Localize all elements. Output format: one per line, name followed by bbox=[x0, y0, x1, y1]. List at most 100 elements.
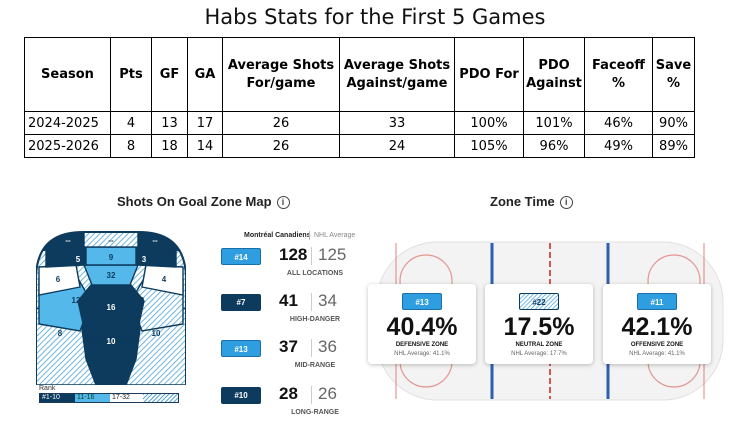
zone-high-slot bbox=[77, 284, 145, 338]
stat-average: 34 bbox=[318, 291, 337, 310]
table-cell: 49% bbox=[584, 134, 653, 158]
zone-label: 12 bbox=[72, 296, 81, 305]
stat-label: MID-RANGE bbox=[294, 362, 336, 369]
zone-label: 32 bbox=[107, 271, 116, 280]
stat-label: LONG-RANGE bbox=[291, 409, 339, 416]
rank-range: 17-32 bbox=[110, 394, 143, 402]
table-cell: 89% bbox=[652, 134, 695, 158]
rank-badge: #11 bbox=[637, 293, 677, 310]
stat-label: HIGH-DANGER bbox=[289, 316, 341, 323]
zone-label: 9 bbox=[109, 253, 114, 262]
zone-name: OFFENSIVE ZONE bbox=[630, 342, 684, 348]
table-cell: 26 bbox=[222, 134, 340, 158]
table-cell: 100% bbox=[454, 111, 524, 135]
col-header: Average Shots For/game bbox=[222, 37, 340, 112]
info-icon[interactable]: i bbox=[559, 196, 573, 209]
col-header: Save % bbox=[652, 37, 695, 112]
zone-label: 10 bbox=[152, 329, 161, 338]
table-cell: 105% bbox=[454, 134, 524, 158]
zone-label: 16 bbox=[107, 303, 116, 312]
rank-badge: #10 bbox=[221, 387, 261, 404]
table-cell: 90% bbox=[652, 111, 695, 135]
zone-percentage: 17.5% bbox=[503, 313, 575, 341]
table-cell: 14 bbox=[187, 134, 223, 158]
zone-card-neutral: #22 17.5% NEUTRAL ZONE NHL Average: 17.7… bbox=[485, 284, 593, 364]
table-cell: 33 bbox=[339, 111, 455, 135]
zone-crease bbox=[83, 232, 139, 248]
col-header: Season bbox=[24, 37, 111, 112]
table-header-row: Season Pts GF GA Average Shots For/game … bbox=[24, 37, 695, 112]
zone-name: NEUTRAL ZONE bbox=[515, 342, 563, 348]
rank-badge: #13 bbox=[402, 293, 442, 310]
zone-name: DEFENSIVE ZONE bbox=[395, 342, 449, 348]
stats-header-average: NHL Average bbox=[314, 232, 356, 239]
table-cell: 17 bbox=[187, 111, 223, 135]
zone-label: -- bbox=[152, 236, 158, 245]
zone-label: 9 bbox=[140, 296, 145, 305]
zone-label: 8 bbox=[58, 329, 63, 338]
table-cell: 101% bbox=[523, 111, 585, 135]
divider bbox=[309, 231, 310, 240]
rank-legend: Rank #1-10 11-16 17-32 bbox=[39, 385, 179, 403]
table-cell: 13 bbox=[151, 111, 188, 135]
table-cell: 24 bbox=[339, 134, 455, 158]
zone-percentage: 40.4% bbox=[386, 313, 458, 341]
rank-badge: #22 bbox=[519, 293, 559, 310]
rank-badge: #13 bbox=[221, 340, 261, 357]
info-icon[interactable]: i bbox=[276, 196, 290, 209]
zone-average: NHL Average: 41.1% bbox=[629, 351, 685, 357]
zone-label: 6 bbox=[56, 275, 61, 284]
rank-range: #1-10 bbox=[40, 394, 75, 402]
table-cell: 2025-2026 bbox=[24, 134, 111, 158]
zone-label: 3 bbox=[142, 255, 147, 264]
stat-row-all-locations: #14 128 125 ALL LOCATIONS bbox=[218, 245, 368, 288]
divider bbox=[311, 386, 312, 404]
col-header: PDO For bbox=[454, 37, 524, 112]
table-cell: 18 bbox=[151, 134, 188, 158]
zone-card-defensive: #13 40.4% DEFENSIVE ZONE NHL Average: 41… bbox=[368, 284, 476, 364]
rank-badge: #7 bbox=[221, 294, 261, 311]
col-header: GA bbox=[187, 37, 223, 112]
zone-label: 4 bbox=[162, 275, 167, 284]
zone-label: 10 bbox=[107, 337, 116, 346]
zone-percentage: 42.1% bbox=[621, 313, 693, 341]
stat-value: 41 bbox=[279, 291, 298, 310]
rank-legend-title: Rank bbox=[39, 385, 56, 392]
stat-value: 128 bbox=[279, 245, 308, 264]
table-cell: 46% bbox=[584, 111, 653, 135]
divider bbox=[311, 293, 312, 311]
col-header: Average Shots Against/game bbox=[339, 37, 455, 112]
table-cell: 26 bbox=[222, 111, 340, 135]
divider bbox=[311, 247, 312, 265]
stat-value: 37 bbox=[279, 337, 298, 356]
zone-label: -- bbox=[108, 368, 114, 377]
stat-row-long-range: #10 28 26 LONG-RANGE bbox=[218, 384, 368, 427]
rank-legend-bar: #1-10 11-16 17-32 bbox=[39, 393, 179, 403]
page-title: Habs Stats for the First 5 Games bbox=[204, 5, 546, 29]
zone-label: -- bbox=[108, 236, 114, 245]
table-row: 2025-2026 8 18 14 26 24 105% 96% 49% 89% bbox=[24, 134, 695, 158]
shots-map-title: Shots On Goal Zone Map i bbox=[117, 194, 290, 209]
zone-average: NHL Average: 17.7% bbox=[511, 351, 567, 357]
shots-map-title-text: Shots On Goal Zone Map bbox=[117, 194, 272, 209]
stat-value: 28 bbox=[279, 384, 298, 403]
zone-label: 5 bbox=[76, 255, 81, 264]
rank-badge: #14 bbox=[221, 248, 261, 265]
zone-time-title-text: Zone Time bbox=[490, 194, 555, 209]
stat-label: ALL LOCATIONS bbox=[286, 270, 344, 277]
stat-row-mid-range: #13 37 36 MID-RANGE bbox=[218, 337, 368, 380]
col-header: GF bbox=[151, 37, 188, 112]
table-cell: 8 bbox=[110, 134, 152, 158]
zone-card-offensive: #11 42.1% OFFENSIVE ZONE NHL Average: 41… bbox=[603, 284, 711, 364]
col-header: Faceoff % bbox=[584, 37, 653, 112]
stats-header-team: Montréal Canadiens bbox=[244, 232, 311, 239]
table-cell: 96% bbox=[523, 134, 585, 158]
stat-average: 26 bbox=[318, 384, 337, 403]
table-row: 2024-2025 4 13 17 26 33 100% 101% 46% 90… bbox=[24, 111, 695, 135]
rank-range: 11-16 bbox=[75, 394, 110, 402]
stat-average: 36 bbox=[318, 337, 337, 356]
rank-range bbox=[143, 394, 178, 402]
col-header: PDO Against bbox=[523, 37, 585, 112]
table-cell: 4 bbox=[110, 111, 152, 135]
table-cell: 2024-2025 bbox=[24, 111, 111, 135]
